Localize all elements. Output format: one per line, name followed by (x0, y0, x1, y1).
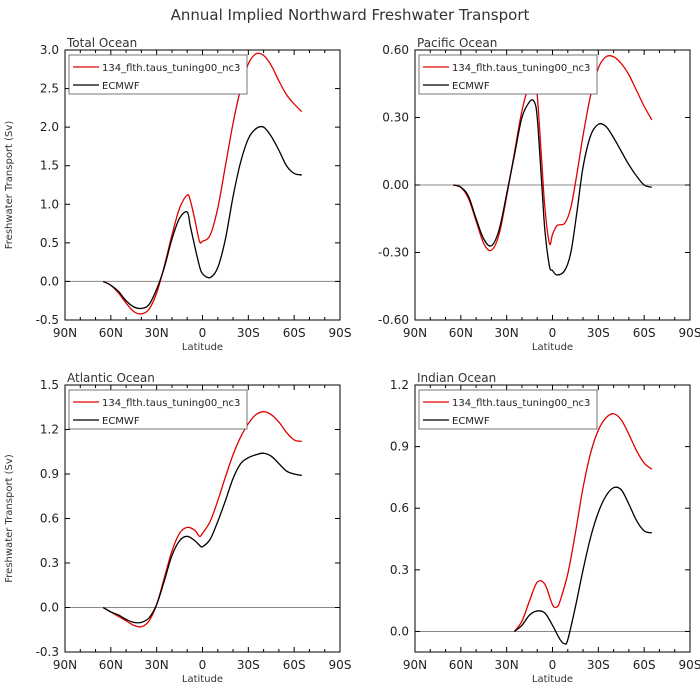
x-tick-label: 60N (449, 326, 473, 340)
legend: 134_flth.taus_tuning00_nc3 ECMWF (68, 54, 248, 95)
x-tick-label: 90S (679, 658, 700, 672)
y-tick-label: -0.60 (378, 313, 409, 327)
y-tick-label: 1.5 (40, 378, 59, 392)
legend-label: ECMWF (102, 416, 140, 427)
legend-label: 134_flth.taus_tuning00_nc3 (452, 63, 590, 74)
y-tick-label: 2.5 (40, 82, 59, 96)
x-tick-label: 0 (199, 326, 207, 340)
legend: 134_flth.taus_tuning00_nc3 ECMWF (68, 389, 248, 430)
x-tick-label: 90N (53, 326, 77, 340)
legend-box (68, 54, 248, 95)
x-tick-label: 60N (99, 658, 123, 672)
y-tick-label: 0.0 (390, 624, 409, 638)
legend-label: ECMWF (102, 81, 140, 92)
y-tick-label: 0.5 (40, 236, 59, 250)
x-tick-label: 0 (549, 326, 557, 340)
x-tick-label: 60S (633, 326, 656, 340)
y-tick-label: 2.0 (40, 120, 59, 134)
x-tick-label: 30N (145, 658, 169, 672)
model-series-line (453, 54, 653, 252)
x-tick-label: 90S (329, 658, 352, 672)
legend-label: 134_flth.taus_tuning00_nc3 (102, 63, 240, 74)
x-tick-label: 30N (495, 658, 519, 672)
x-tick-label: 90N (403, 326, 427, 340)
x-tick-label: 60N (449, 658, 473, 672)
panel-title: Indian Ocean (417, 371, 496, 385)
x-axis-label: Latitude (182, 342, 223, 353)
x-tick-label: 90S (329, 326, 352, 340)
y-tick-label: 1.2 (40, 423, 59, 437)
y-tick-label: 0.9 (390, 440, 409, 454)
y-tick-label: 1.5 (40, 159, 59, 173)
y-axis-label: Freshwater Transport (Sv) (4, 454, 15, 583)
ecmwf-series-line (102, 452, 302, 624)
legend-label: ECMWF (452, 81, 490, 92)
x-tick-label: 30S (587, 326, 610, 340)
figure-title: Annual Implied Northward Freshwater Tran… (171, 6, 530, 24)
model-series-line (102, 52, 303, 315)
x-tick-label: 30N (495, 326, 519, 340)
x-tick-label: 60N (99, 326, 123, 340)
x-tick-label: 90N (403, 658, 427, 672)
y-tick-label: 0.3 (40, 556, 59, 570)
x-axis-label: Latitude (532, 674, 573, 685)
chart-panel: 90N 60N 30N 0 30S 60S 90S 0.0 0.3 0.6 0.9 1.2 Indian… (390, 371, 700, 685)
legend-label: 134_flth.taus_tuning00_nc3 (452, 398, 590, 409)
x-axis-label: Latitude (532, 342, 573, 353)
x-tick-label: 30S (237, 326, 260, 340)
y-axis-label: Freshwater Transport (Sv) (4, 121, 15, 250)
panel-title: Atlantic Ocean (67, 371, 155, 385)
chart-panel: 90N 60N 30N 0 30S 60S 90S -0.5 0.0 0.5 1.0 1.5 2.0 2.… (4, 36, 351, 353)
panel-title: Pacific Ocean (417, 36, 497, 50)
model-series-line (513, 413, 653, 632)
chart-panel: 90N 60N 30N 0 30S 60S 90S -0.60 -0.30 0.00 0.30 0.6… (378, 36, 700, 353)
x-tick-label: 60S (283, 658, 306, 672)
ecmwf-series-line (513, 486, 652, 645)
y-tick-label: 3.0 (40, 43, 59, 57)
ecmwf-series-line (102, 125, 302, 310)
y-tick-label: 0.6 (40, 512, 59, 526)
legend: 134_flth.taus_tuning00_nc3 ECMWF (418, 54, 598, 95)
x-tick-label: 90N (53, 658, 77, 672)
y-tick-label: 0.9 (40, 467, 59, 481)
model-series-line (102, 411, 302, 628)
y-tick-label: 1.0 (40, 197, 59, 211)
x-tick-label: 30S (587, 658, 610, 672)
x-tick-label: 0 (199, 658, 207, 672)
x-tick-label: 0 (549, 658, 557, 672)
y-tick-label: -0.30 (378, 246, 409, 260)
y-tick-label: -0.3 (36, 645, 59, 659)
x-tick-label: 60S (633, 658, 656, 672)
y-tick-label: -0.5 (36, 313, 59, 327)
y-tick-label: 0.3 (390, 563, 409, 577)
y-tick-label: 0.6 (390, 501, 409, 515)
y-tick-label: 0.30 (382, 111, 409, 125)
x-tick-label: 30N (145, 326, 169, 340)
legend-box (68, 389, 248, 430)
y-tick-label: 0.0 (40, 274, 59, 288)
y-tick-label: 1.2 (390, 378, 409, 392)
legend-box (418, 54, 598, 95)
x-tick-label: 90S (679, 326, 700, 340)
ecmwf-series-line (453, 99, 652, 276)
x-axis-label: Latitude (182, 674, 223, 685)
x-tick-label: 60S (283, 326, 306, 340)
chart-panel: 90N 60N 30N 0 30S 60S 90S -0.3 0.0 0.3 0.6 0.9 1.2 1.… (4, 371, 351, 685)
y-tick-label: 0.60 (382, 43, 409, 57)
legend-label: ECMWF (452, 416, 490, 427)
panel-title: Total Ocean (66, 36, 137, 50)
x-tick-label: 30S (237, 658, 260, 672)
y-tick-label: 0.0 (40, 601, 59, 615)
legend-label: 134_flth.taus_tuning00_nc3 (102, 398, 240, 409)
legend-box (418, 389, 598, 430)
legend: 134_flth.taus_tuning00_nc3 ECMWF (418, 389, 598, 430)
y-tick-label: 0.00 (382, 178, 409, 192)
